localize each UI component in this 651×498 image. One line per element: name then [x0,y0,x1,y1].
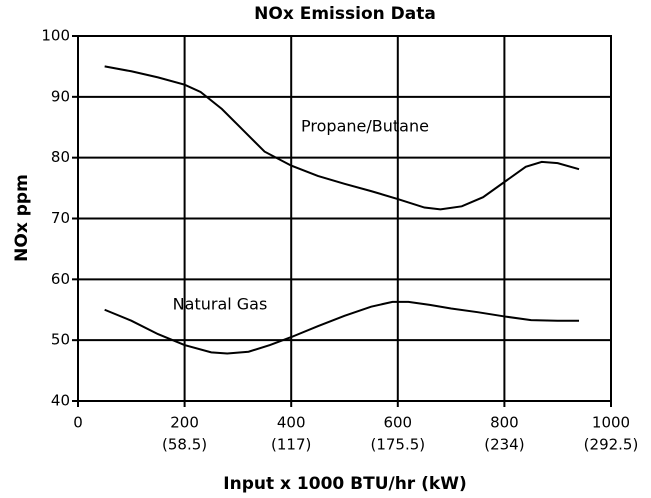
x-tick-label: 800 [490,414,519,432]
plot-frame [77,35,612,402]
y-tick-label: 90 [51,87,70,105]
series-label: Natural Gas [173,295,268,314]
x-axis-label: Input x 1000 BTU/hr (kW) [223,474,466,494]
x-tick-label: 200 [170,414,199,432]
chart-title: NOx Emission Data [254,4,436,24]
y-tick-label: 70 [51,209,70,227]
series-label: Propane/Butane [301,117,429,136]
x-tick-sublabel: (234) [484,436,524,454]
y-tick-label: 50 [51,331,70,349]
y-tick-label: 80 [51,148,70,166]
x-tick-sublabel: (292.5) [584,436,639,454]
x-tick-label: 1000 [592,414,630,432]
x-tick-label: 600 [383,414,412,432]
x-tick-sublabel: (117) [271,436,311,454]
x-tick-label: 0 [73,414,83,432]
x-tick-sublabel: (175.5) [370,436,425,454]
series-line [104,65,580,211]
y-tick-label: 100 [41,27,70,45]
y-tick-label: 40 [51,392,70,410]
x-tick-label: 400 [277,414,306,432]
y-tick-label: 60 [51,270,70,288]
x-tick-sublabel: (58.5) [162,436,207,454]
series-line [104,300,580,355]
y-axis-label: NOx ppm [12,174,32,262]
